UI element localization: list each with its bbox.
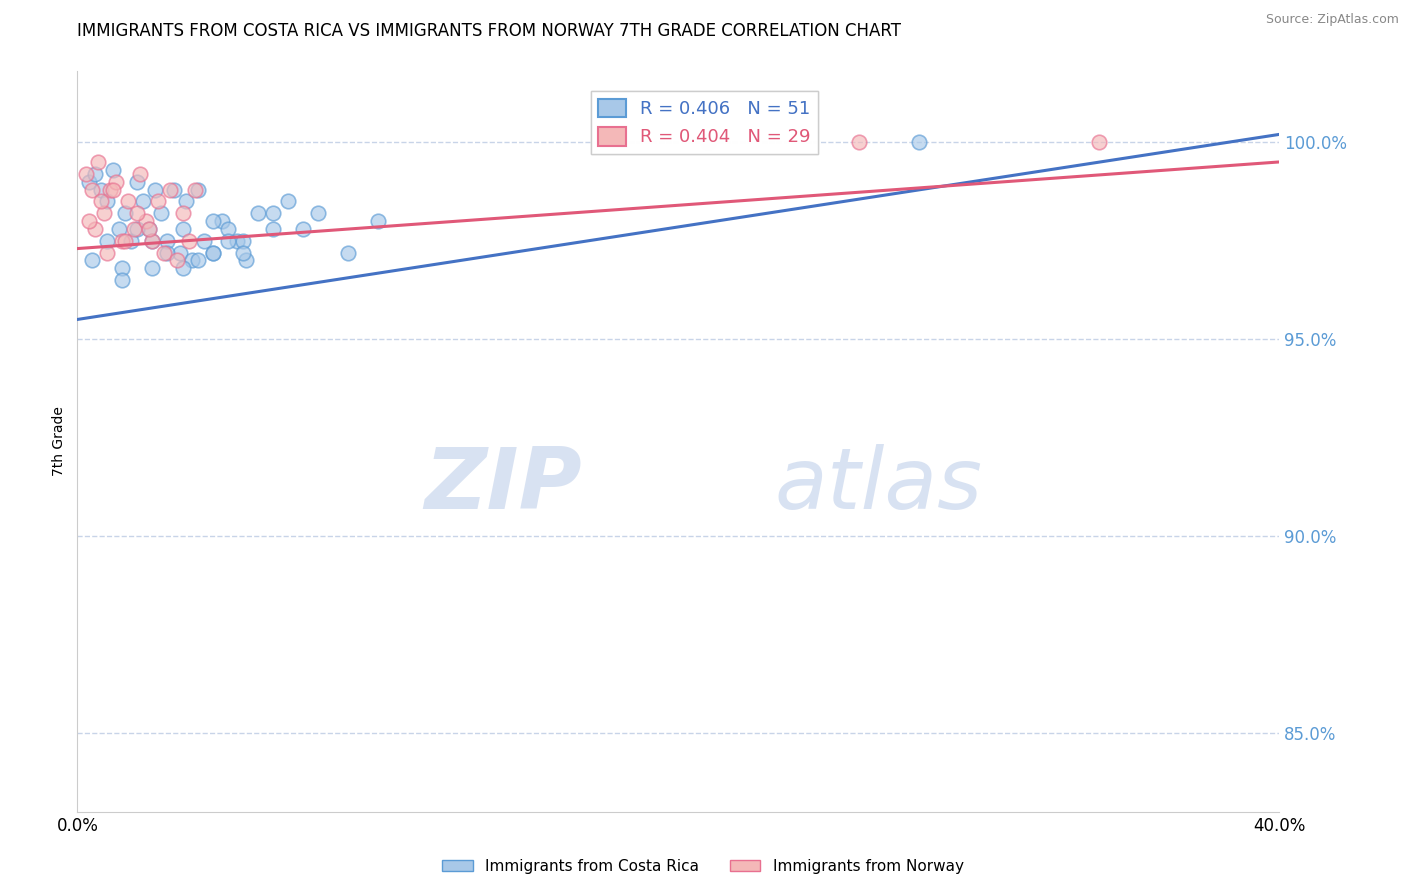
- Point: [82, 182, 104, 196]
- Point: [141, 234, 163, 248]
- Point: [111, 261, 134, 276]
- Point: [138, 222, 160, 236]
- Point: [75, 167, 97, 181]
- Point: [193, 234, 215, 248]
- Point: [232, 234, 254, 248]
- Legend: Immigrants from Costa Rica, Immigrants from Norway: Immigrants from Costa Rica, Immigrants f…: [436, 853, 970, 880]
- Point: [211, 214, 233, 228]
- Point: [367, 214, 389, 228]
- Point: [169, 245, 191, 260]
- Point: [150, 206, 173, 220]
- Point: [177, 234, 200, 248]
- Point: [156, 245, 179, 260]
- Point: [138, 222, 160, 236]
- Point: [156, 234, 179, 248]
- Point: [90, 194, 112, 209]
- Point: [120, 234, 142, 248]
- Point: [127, 222, 149, 236]
- Point: [166, 253, 188, 268]
- Point: [114, 206, 136, 220]
- Point: [141, 261, 163, 276]
- Point: [96, 194, 118, 209]
- Point: [232, 245, 254, 260]
- Point: [201, 245, 224, 260]
- Point: [124, 222, 146, 236]
- Point: [848, 135, 870, 149]
- Point: [100, 182, 122, 196]
- Point: [186, 182, 209, 196]
- Point: [135, 214, 157, 228]
- Point: [217, 222, 239, 236]
- Point: [291, 222, 314, 236]
- Point: [172, 261, 194, 276]
- Point: [153, 245, 176, 260]
- Point: [84, 222, 107, 236]
- Point: [180, 253, 202, 268]
- Point: [277, 194, 299, 209]
- Point: [336, 245, 359, 260]
- Point: [246, 206, 269, 220]
- Point: [132, 194, 155, 209]
- Point: [79, 175, 101, 189]
- Point: [87, 155, 110, 169]
- Point: [172, 222, 194, 236]
- Point: [262, 222, 284, 236]
- Point: [174, 194, 197, 209]
- Point: [201, 214, 224, 228]
- Point: [697, 135, 720, 149]
- Point: [908, 135, 931, 149]
- Point: [96, 234, 118, 248]
- Point: [201, 245, 224, 260]
- Point: [96, 245, 118, 260]
- Text: IMMIGRANTS FROM COSTA RICA VS IMMIGRANTS FROM NORWAY 7TH GRADE CORRELATION CHART: IMMIGRANTS FROM COSTA RICA VS IMMIGRANTS…: [77, 22, 901, 40]
- Point: [127, 175, 149, 189]
- Text: Source: ZipAtlas.com: Source: ZipAtlas.com: [1265, 13, 1399, 27]
- Point: [105, 175, 128, 189]
- Point: [186, 253, 209, 268]
- Point: [1088, 135, 1111, 149]
- Point: [90, 182, 112, 196]
- Point: [307, 206, 329, 220]
- Point: [114, 234, 136, 248]
- Y-axis label: 7th Grade: 7th Grade: [52, 407, 66, 476]
- Legend: R = 0.406   N = 51, R = 0.404   N = 29: R = 0.406 N = 51, R = 0.404 N = 29: [592, 92, 818, 153]
- Point: [145, 182, 167, 196]
- Point: [129, 167, 152, 181]
- Point: [111, 273, 134, 287]
- Point: [235, 253, 257, 268]
- Point: [217, 234, 239, 248]
- Point: [93, 206, 115, 220]
- Point: [148, 194, 170, 209]
- Point: [108, 222, 131, 236]
- Point: [159, 182, 181, 196]
- Point: [141, 234, 163, 248]
- Point: [262, 206, 284, 220]
- Text: ZIP: ZIP: [425, 444, 582, 527]
- Point: [82, 253, 104, 268]
- Point: [111, 234, 134, 248]
- Point: [103, 182, 125, 196]
- Text: atlas: atlas: [775, 444, 983, 527]
- Point: [84, 167, 107, 181]
- Point: [117, 194, 139, 209]
- Point: [127, 206, 149, 220]
- Point: [79, 214, 101, 228]
- Point: [172, 206, 194, 220]
- Point: [225, 234, 247, 248]
- Point: [103, 162, 125, 177]
- Point: [183, 182, 205, 196]
- Point: [162, 182, 184, 196]
